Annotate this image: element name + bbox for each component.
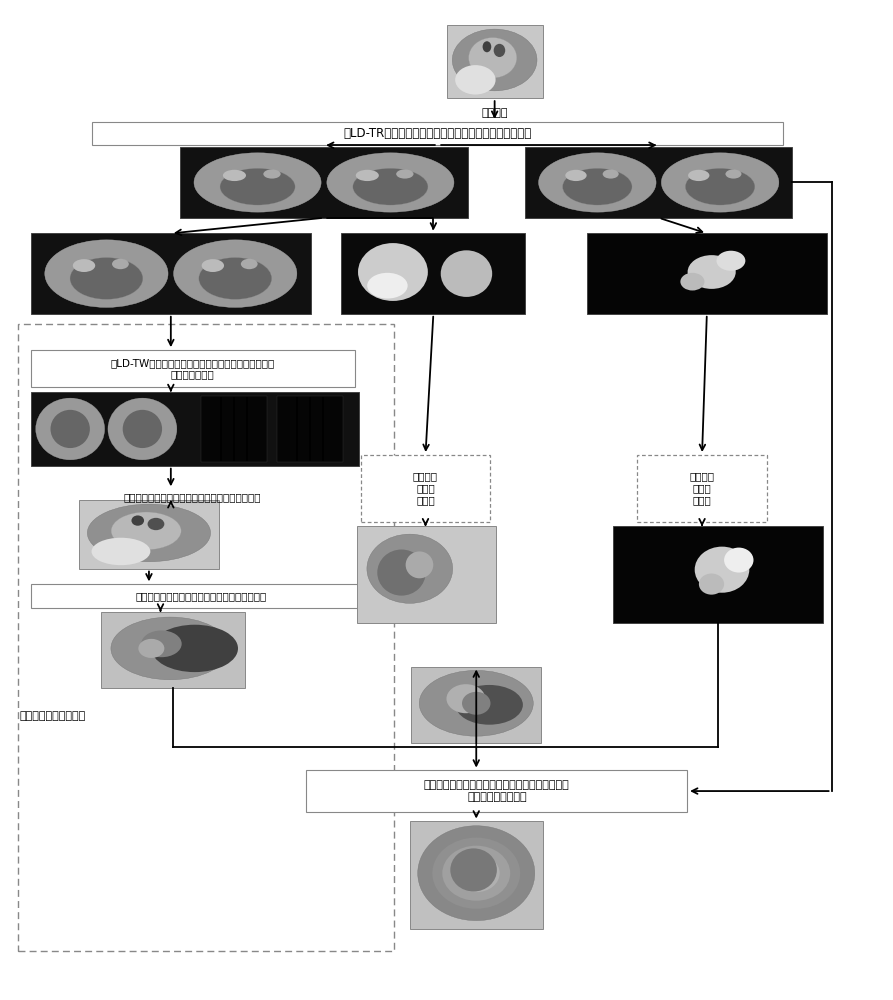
Ellipse shape: [355, 170, 379, 181]
Ellipse shape: [695, 547, 749, 593]
Ellipse shape: [689, 170, 709, 181]
Ellipse shape: [432, 838, 520, 909]
Ellipse shape: [452, 29, 537, 91]
Ellipse shape: [51, 410, 90, 448]
Ellipse shape: [377, 550, 426, 596]
Ellipse shape: [563, 168, 632, 205]
Text: 利用局部多项式曲面拟合方法合并已解缠不连通块
和对残余像素解缠绕: 利用局部多项式曲面拟合方法合并已解缠不连通块 和对残余像素解缠绕: [424, 780, 570, 802]
Ellipse shape: [469, 38, 517, 78]
Ellipse shape: [353, 168, 428, 205]
Ellipse shape: [241, 259, 258, 269]
Bar: [101, 612, 246, 688]
Bar: [202, 396, 267, 462]
Bar: [412, 667, 541, 743]
Ellipse shape: [199, 258, 271, 299]
Ellipse shape: [147, 518, 164, 530]
Ellipse shape: [92, 538, 150, 565]
Text: 对LD-TR图做阈值操作使得相位分成不连通块和残余像素: 对LD-TR图做阈值操作使得相位分成不连通块和残余像素: [344, 127, 532, 140]
Bar: [341, 233, 525, 314]
Bar: [92, 122, 783, 145]
Text: 使用局部多项式曲面拟合方法对残余像素解缠绕: 使用局部多项式曲面拟合方法对残余像素解缠绕: [136, 591, 267, 601]
Ellipse shape: [446, 684, 485, 713]
Ellipse shape: [45, 240, 168, 307]
Bar: [79, 500, 219, 569]
Bar: [277, 396, 343, 462]
Ellipse shape: [138, 639, 164, 658]
Ellipse shape: [367, 534, 453, 603]
Bar: [306, 770, 688, 812]
Text: 不连通块内相位解缠绕: 不连通块内相位解缠绕: [20, 711, 86, 721]
Bar: [30, 392, 359, 466]
Ellipse shape: [688, 255, 736, 289]
Ellipse shape: [453, 854, 500, 892]
Ellipse shape: [36, 398, 104, 460]
Ellipse shape: [131, 515, 144, 526]
Bar: [30, 233, 311, 314]
Ellipse shape: [396, 169, 413, 179]
Ellipse shape: [482, 41, 491, 52]
Bar: [30, 350, 355, 387]
Ellipse shape: [603, 169, 619, 179]
Ellipse shape: [73, 259, 96, 272]
Ellipse shape: [450, 848, 497, 892]
Ellipse shape: [202, 259, 224, 272]
Bar: [361, 455, 490, 522]
Ellipse shape: [151, 625, 238, 672]
Ellipse shape: [455, 65, 496, 95]
Text: 不连通块
内相位
解缠绕: 不连通块 内相位 解缠绕: [689, 472, 714, 505]
Ellipse shape: [173, 240, 296, 307]
Bar: [357, 526, 496, 622]
Ellipse shape: [662, 153, 779, 212]
Text: 对LD-TW图做阈值操作，不连通块分割成平滑的不连通
子块和残余像素: 对LD-TW图做阈值操作，不连通块分割成平滑的不连通 子块和残余像素: [111, 358, 275, 379]
Ellipse shape: [405, 551, 433, 578]
Ellipse shape: [418, 826, 535, 921]
Ellipse shape: [538, 153, 656, 212]
Ellipse shape: [724, 548, 754, 573]
Text: 不连通块
内相位
解缠绕: 不连通块 内相位 解缠绕: [413, 472, 438, 505]
Bar: [18, 324, 394, 951]
Ellipse shape: [88, 504, 211, 562]
Ellipse shape: [725, 169, 741, 179]
Ellipse shape: [462, 692, 490, 715]
Ellipse shape: [441, 250, 492, 297]
Ellipse shape: [455, 685, 523, 725]
Bar: [179, 147, 469, 218]
Ellipse shape: [122, 410, 163, 448]
Ellipse shape: [367, 273, 407, 299]
Ellipse shape: [70, 258, 143, 299]
Ellipse shape: [108, 398, 177, 460]
Ellipse shape: [565, 170, 587, 181]
Text: 输入相位: 输入相位: [481, 108, 508, 118]
Ellipse shape: [111, 512, 181, 550]
Bar: [525, 147, 792, 218]
Bar: [446, 25, 543, 98]
Ellipse shape: [327, 153, 454, 212]
Ellipse shape: [420, 670, 533, 736]
Ellipse shape: [680, 273, 705, 290]
Ellipse shape: [194, 153, 321, 212]
Bar: [410, 821, 543, 929]
Ellipse shape: [112, 259, 129, 269]
Ellipse shape: [716, 251, 746, 271]
Ellipse shape: [263, 169, 280, 179]
Bar: [30, 584, 372, 608]
Ellipse shape: [111, 617, 230, 680]
Ellipse shape: [442, 846, 510, 901]
Bar: [587, 233, 827, 314]
Ellipse shape: [699, 574, 724, 595]
Text: 使用局部多项式曲面拟合方法对不连通子块解缠绕: 使用局部多项式曲面拟合方法对不连通子块解缠绕: [124, 492, 262, 502]
Ellipse shape: [686, 168, 755, 205]
Ellipse shape: [220, 168, 295, 205]
Bar: [613, 526, 822, 622]
Ellipse shape: [494, 44, 505, 57]
Ellipse shape: [358, 243, 428, 301]
Ellipse shape: [141, 630, 181, 657]
Bar: [638, 455, 767, 522]
Ellipse shape: [223, 170, 246, 181]
